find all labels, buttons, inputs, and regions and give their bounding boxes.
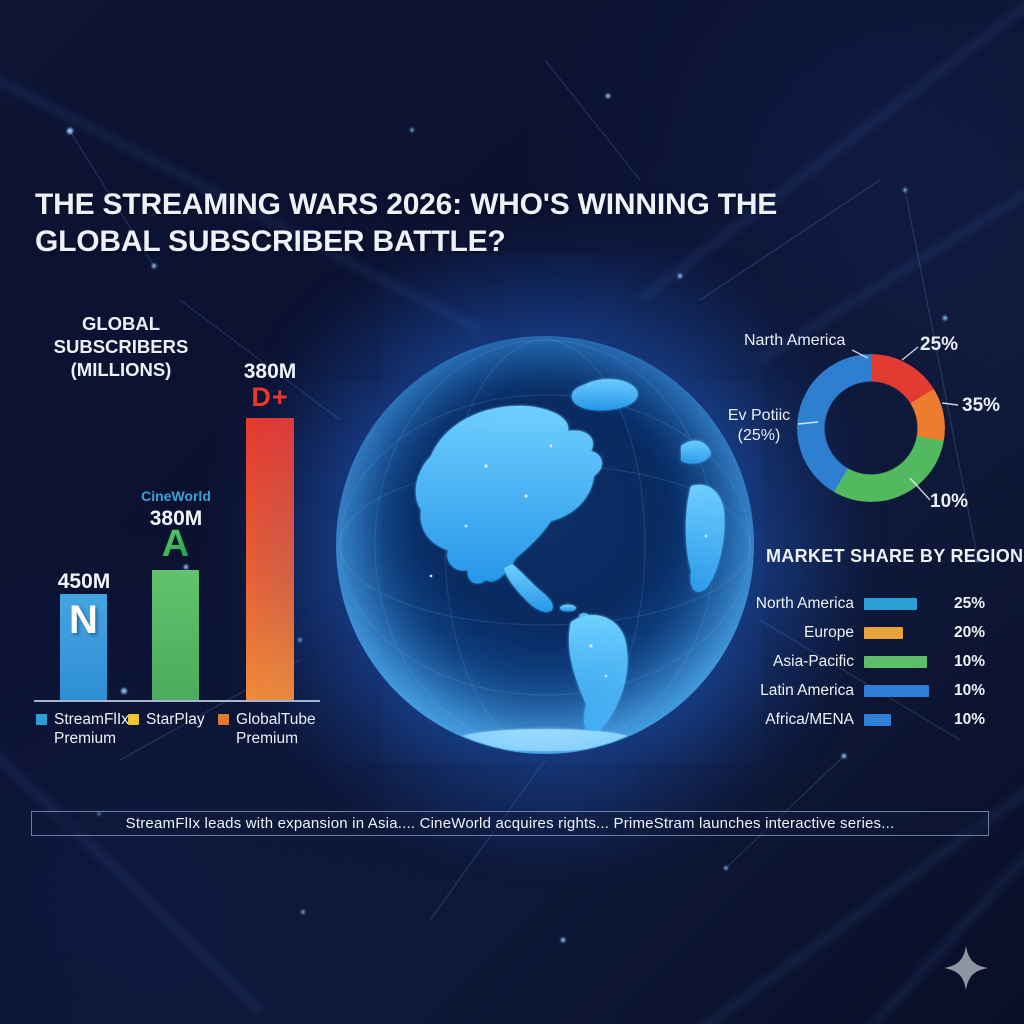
bar-chart-heading-line2: (MILLIONS) — [70, 359, 172, 380]
sparkle-icon — [944, 946, 988, 990]
market-share-list: North America 25% Europe 20% Asia-Pacifi… — [740, 589, 990, 734]
donut-label-ev-pacific: Ev Potiic (25%) — [716, 406, 802, 446]
bar-chart-baseline — [34, 700, 320, 702]
legend-text-line2: Premium — [236, 730, 299, 747]
market-row-label: Africa/MENA — [765, 710, 854, 728]
legend-text-line2: Premium — [54, 730, 117, 747]
market-row-label: Asia-Pacific — [773, 652, 854, 670]
bar-chart-heading-line1: GLOBAL SUBSCRIBERS — [53, 313, 189, 357]
market-row-bar — [864, 713, 891, 726]
page-title: THE STREAMING WARS 2026: WHO'S WINNING T… — [35, 188, 778, 258]
streamflix-n-logo-icon: N — [69, 598, 98, 642]
globe-continents — [339, 339, 751, 751]
market-row-bar — [864, 597, 917, 610]
bar-streamflix — [60, 594, 107, 700]
market-row-pct: 25% — [954, 594, 986, 612]
market-row-pct: 10% — [954, 710, 986, 728]
market-row-label: North America — [755, 594, 854, 612]
market-row-north-america: North America 25% — [740, 589, 990, 618]
market-row-africa-mena: Africa/MENA 10% — [740, 705, 990, 734]
bar-legend-streamflix: StreamFlIx Premium — [36, 710, 129, 748]
market-share-heading: MARKET SHARE BY REGION — [766, 546, 1024, 566]
donut-label-ev-line1: Ev Potiic — [727, 407, 791, 424]
bar-chart-heading: GLOBAL SUBSCRIBERS (MILLIONS) — [16, 312, 226, 381]
donut-label-10pct: 10% — [930, 491, 969, 512]
cineworld-a-logo-icon: A — [152, 524, 199, 564]
legend-swatch-yellow — [128, 714, 139, 725]
bar-cineworld — [152, 570, 199, 700]
market-row-europe: Europe 20% — [740, 618, 990, 647]
market-row-bar — [864, 626, 903, 639]
cineworld-brand-label: CineWorld — [141, 488, 211, 504]
legend-text-line1: StreamFlIx — [54, 711, 129, 728]
bar-legend-starplay-label: StarPlay — [146, 711, 205, 728]
bar-value-streamflix: 450M — [57, 570, 111, 593]
bar-value-globaltube: 380M — [243, 360, 297, 383]
donut-label-35pct: 35% — [962, 395, 1001, 416]
legend-swatch-orange — [218, 714, 229, 725]
market-row-bar — [864, 684, 929, 697]
market-row-label: Europe — [804, 623, 854, 641]
region-donut-chart — [797, 354, 945, 502]
digital-globe — [336, 336, 754, 754]
bar-globaltube — [246, 418, 294, 700]
donut-label-ev-line2: (25%) — [737, 427, 781, 444]
donut-label-north-america: Narth America — [744, 332, 846, 349]
market-row-pct: 10% — [954, 652, 986, 670]
market-row-label: Latin America — [760, 681, 854, 699]
bar-legend-globaltube-label: GlobalTube Premium — [236, 710, 316, 748]
market-row-latin-america: Latin America 10% — [740, 676, 990, 705]
dplus-logo-icon: D+ — [251, 382, 289, 412]
bar-legend-globaltube: GlobalTube Premium — [218, 710, 316, 748]
legend-swatch-blue — [36, 714, 47, 725]
bar-legend-streamflix-label: StreamFlIx Premium — [54, 710, 129, 748]
news-ticker: StreamFlIx leads with expansion in Asia.… — [31, 811, 989, 836]
legend-text-line1: GlobalTube — [236, 711, 316, 728]
bar-value-cineworld: 380M — [149, 507, 203, 530]
market-row-bar — [864, 655, 927, 668]
donut-label-25pct: 25% — [920, 334, 959, 355]
market-row-pct: 10% — [954, 681, 986, 699]
bar-legend-starplay: StarPlay — [128, 710, 205, 729]
market-row-pct: 20% — [954, 623, 986, 641]
market-row-asia-pacific: Asia-Pacific 10% — [740, 647, 990, 676]
news-ticker-text: StreamFlIx leads with expansion in Asia.… — [125, 815, 895, 832]
